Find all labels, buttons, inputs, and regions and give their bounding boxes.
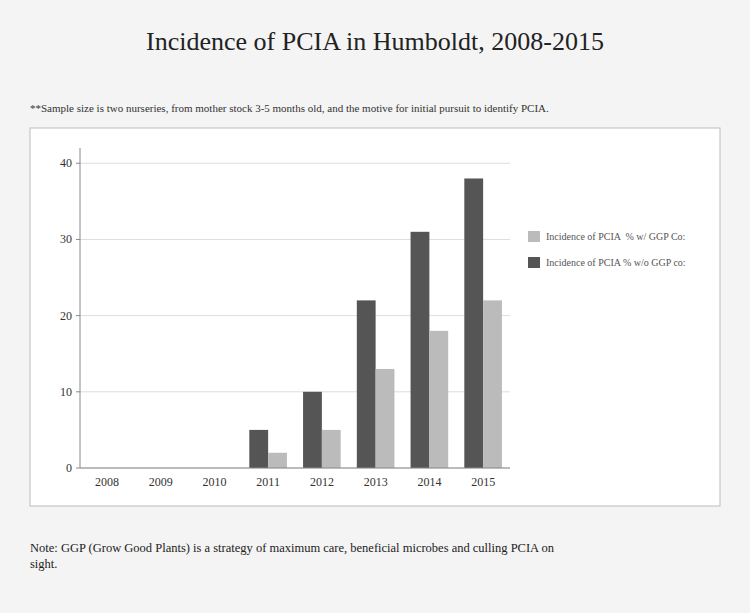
note: Note: GGP (Grow Good Plants) is a strate… — [30, 541, 555, 571]
bar — [376, 369, 395, 468]
x-tick-label: 2009 — [149, 475, 173, 489]
grid-line — [80, 239, 510, 240]
note-line: Note: GGP (Grow Good Plants) is a strate… — [30, 541, 555, 555]
y-tick — [76, 315, 80, 316]
bar — [483, 300, 502, 468]
bars — [249, 178, 502, 468]
grid-line — [80, 163, 510, 164]
chart-svg: Incidence of PCIA in Humboldt, 2008-2015… — [0, 0, 750, 613]
y-tick — [76, 468, 80, 469]
legend-label: Incidence of PCIA % w/o GGP co: — [546, 257, 686, 268]
y-tick — [76, 163, 80, 164]
x-tick-label: 2012 — [310, 475, 334, 489]
bar — [322, 430, 341, 468]
y-axis-line — [80, 148, 81, 468]
bar — [429, 331, 448, 468]
grid-line — [80, 315, 510, 316]
y-tick — [76, 391, 80, 392]
y-tick-label: 0 — [66, 461, 72, 475]
note-line: sight. — [30, 557, 57, 571]
bar — [464, 178, 483, 468]
bar — [303, 392, 322, 468]
subtitle: **Sample size is two nurseries, from mot… — [30, 102, 549, 114]
y-tick — [76, 239, 80, 240]
y-tick-label: 10 — [60, 385, 72, 399]
x-tick-label: 2011 — [256, 475, 280, 489]
bar — [249, 430, 268, 468]
bar — [411, 232, 430, 468]
y-tick-label: 40 — [60, 156, 72, 170]
x-tick-label: 2015 — [471, 475, 495, 489]
x-tick-label: 2008 — [95, 475, 119, 489]
title: Incidence of PCIA in Humboldt, 2008-2015 — [146, 27, 604, 56]
bar — [268, 453, 287, 468]
chart-container: Incidence of PCIA in Humboldt, 2008-2015… — [0, 0, 750, 613]
y-tick-label: 30 — [60, 232, 72, 246]
legend: Incidence of PCIA % w/ GGP Co: Incidence … — [528, 231, 686, 268]
legend-label: Incidence of PCIA % w/ GGP Co: — [546, 231, 685, 242]
bar — [357, 300, 376, 468]
x-axis-line — [80, 468, 510, 469]
legend-swatch — [528, 231, 540, 242]
x-tick-label: 2014 — [417, 475, 441, 489]
y-tick-label: 20 — [60, 309, 72, 323]
legend-swatch — [528, 257, 540, 268]
grid-line — [80, 468, 510, 469]
x-tick-label: 2013 — [364, 475, 388, 489]
chart-box — [30, 128, 720, 506]
x-tick-label: 2010 — [202, 475, 226, 489]
